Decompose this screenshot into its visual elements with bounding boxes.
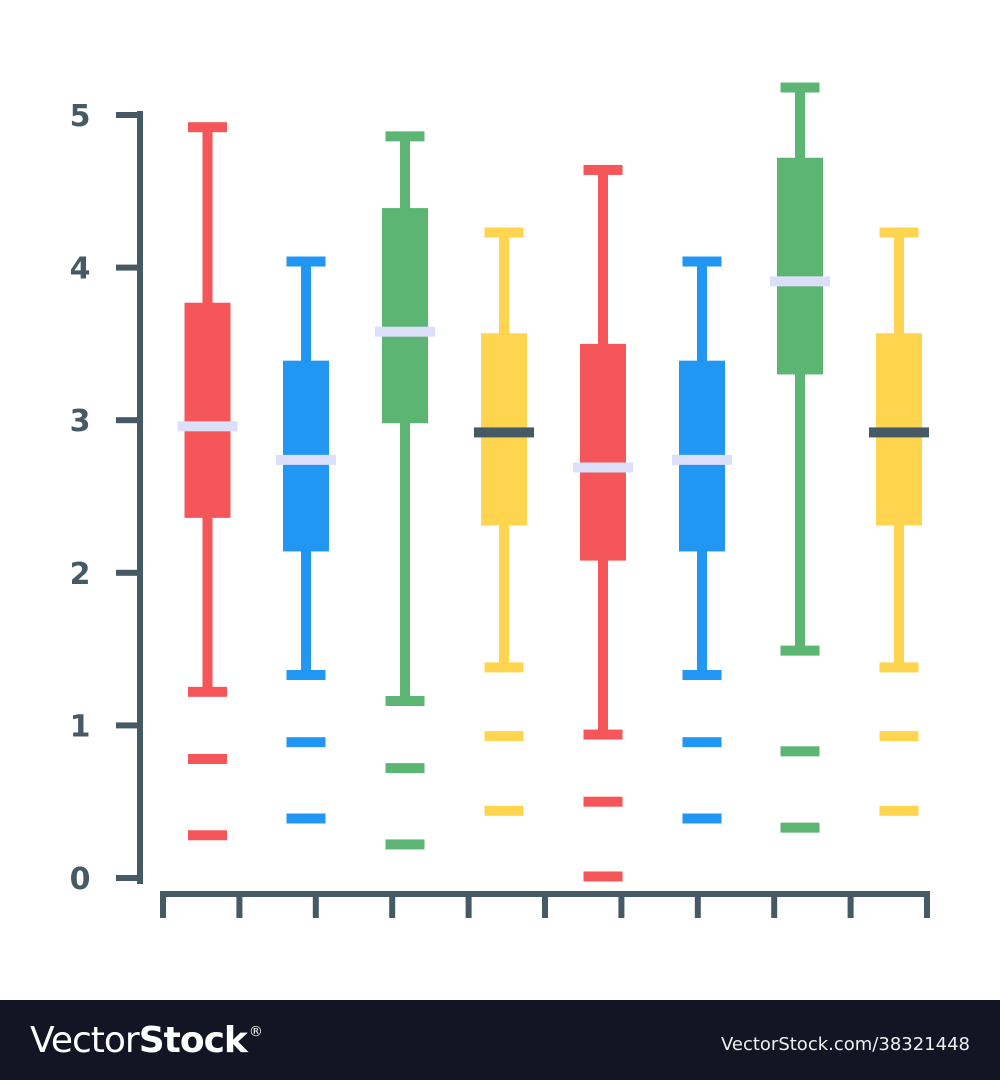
- median-line: [375, 326, 435, 337]
- outlier-marker: [385, 839, 425, 850]
- x-tick: [389, 891, 396, 918]
- outlier-marker: [583, 871, 623, 882]
- x-tick: [771, 891, 778, 918]
- outlier-marker: [682, 737, 722, 748]
- outlier-marker: [385, 763, 425, 774]
- whisker-cap-top: [780, 82, 820, 93]
- x-tick: [312, 891, 319, 918]
- whisker-cap-bottom: [583, 729, 623, 740]
- median-line: [672, 454, 732, 465]
- box-7: [770, 82, 830, 833]
- y-axis-line: [137, 111, 143, 884]
- y-axis: 0 1 2 3 4 5: [70, 99, 143, 897]
- y-tick: [116, 112, 143, 118]
- x-tick: [618, 891, 625, 918]
- median-line: [573, 462, 633, 473]
- iqr-box: [382, 208, 428, 424]
- y-tick: [116, 722, 143, 729]
- y-tick-label: 5: [70, 99, 91, 134]
- x-tick: [694, 891, 701, 918]
- outlier-marker: [682, 813, 722, 824]
- y-tick-label: 3: [70, 404, 91, 439]
- box-5: [573, 164, 633, 882]
- box-3: [375, 131, 435, 850]
- whisker-cap-top: [879, 227, 919, 238]
- iqr-box: [184, 302, 231, 518]
- y-tick-label: 0: [70, 862, 91, 897]
- box-4: [474, 227, 534, 816]
- whisker-cap-top: [286, 256, 326, 267]
- median-line: [177, 421, 238, 432]
- outlier-marker: [879, 731, 919, 742]
- whisker-cap-top: [188, 122, 227, 133]
- y-tick-label: 1: [70, 709, 91, 744]
- outlier-marker: [188, 830, 227, 841]
- x-tick: [924, 891, 930, 918]
- outlier-marker: [583, 796, 623, 807]
- y-tick: [116, 875, 143, 881]
- whisker-cap-top: [484, 227, 524, 238]
- median-line: [770, 276, 830, 287]
- vectorstock-logo: VectorStock ®: [30, 1020, 263, 1061]
- y-tick: [116, 569, 143, 576]
- whisker-cap-top: [682, 256, 722, 267]
- iqr-box: [580, 343, 626, 561]
- y-tick-label: 4: [70, 252, 91, 287]
- chart-canvas: 0 1 2 3 4 5: [70, 82, 930, 918]
- whisker-cap-bottom: [484, 662, 524, 673]
- box-1: [177, 122, 238, 841]
- outlier-marker: [780, 746, 820, 757]
- outlier-marker: [286, 737, 326, 748]
- x-tick: [847, 891, 854, 918]
- y-tick: [116, 264, 143, 271]
- box-2: [276, 256, 336, 824]
- median-line: [474, 427, 534, 438]
- outlier-marker: [879, 805, 919, 816]
- median-line: [276, 454, 336, 465]
- median-line: [869, 427, 929, 438]
- whisker-cap-bottom: [286, 670, 326, 681]
- box-6: [672, 256, 732, 824]
- box-series: [177, 82, 929, 882]
- x-tick: [236, 891, 243, 918]
- brand-bold: Stock: [138, 1020, 248, 1061]
- image-url: VectorStock.com/38321448: [720, 1034, 970, 1055]
- whisker-cap-top: [385, 131, 425, 142]
- y-tick: [116, 417, 143, 424]
- x-axis: [160, 891, 930, 918]
- x-tick: [542, 891, 548, 918]
- whisker-cap-bottom: [188, 686, 227, 697]
- boxplot-chart: 0 1 2 3 4 5: [70, 82, 930, 918]
- outlier-marker: [188, 753, 227, 764]
- watermark-footer: VectorStock ® VectorStock.com/38321448: [0, 1000, 1000, 1080]
- y-tick-label: 2: [70, 557, 91, 592]
- whisker-cap-bottom: [879, 662, 919, 673]
- x-tick: [465, 891, 472, 918]
- box-8: [869, 227, 929, 816]
- outlier-marker: [484, 805, 524, 816]
- whisker-cap-bottom: [682, 670, 722, 681]
- x-tick: [160, 891, 166, 918]
- outlier-marker: [484, 731, 524, 742]
- outlier-marker: [780, 822, 820, 833]
- whisker-cap-bottom: [780, 645, 820, 656]
- whisker-cap-bottom: [385, 695, 425, 706]
- brand-light: Vector: [30, 1020, 140, 1061]
- iqr-box: [777, 157, 823, 375]
- outlier-marker: [286, 813, 326, 824]
- whisker-cap-top: [583, 164, 623, 175]
- registered-mark: ®: [248, 1024, 263, 1040]
